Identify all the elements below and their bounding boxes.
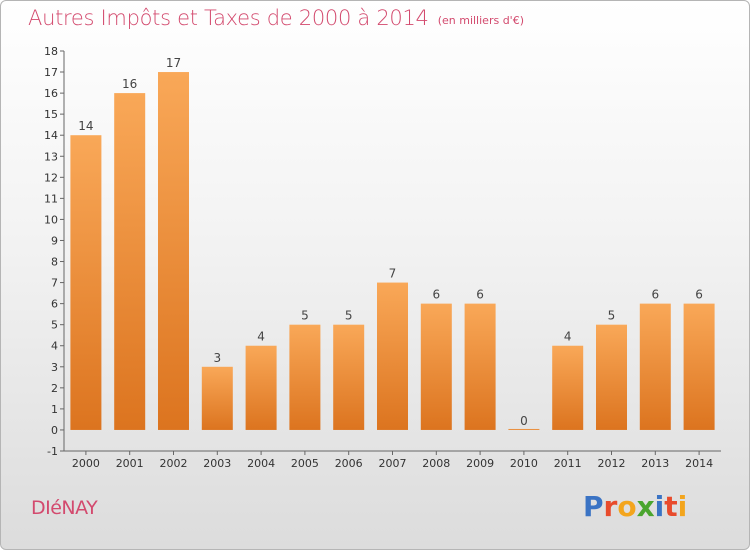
x-tick-label: 2005 (291, 457, 319, 470)
x-tick-label: 2011 (554, 457, 582, 470)
y-tick-label: 12 (44, 171, 58, 184)
logo-letter: t (664, 490, 678, 523)
data-label: 6 (476, 288, 484, 302)
y-tick-label: 7 (51, 277, 58, 290)
logo-letter: P (583, 490, 604, 523)
logo-letter: x (636, 490, 655, 523)
x-tick-label: 2013 (641, 457, 669, 470)
x-tick-label: 2010 (510, 457, 538, 470)
chart-title: Autres Impôts et Taxes de 2000 à 2014 (28, 6, 429, 30)
bar (552, 345, 584, 430)
x-tick-label: 2006 (335, 457, 363, 470)
data-label: 7 (389, 267, 397, 281)
y-tick-label: 4 (51, 340, 58, 353)
x-tick-label: 2009 (466, 457, 494, 470)
data-label: 6 (651, 288, 659, 302)
bar (114, 93, 146, 430)
bar (158, 72, 189, 430)
y-tick-label: 3 (51, 361, 58, 374)
logo-letter: o (617, 490, 637, 523)
bar (464, 303, 496, 430)
y-tick-label: 9 (51, 234, 58, 247)
y-tick-label: 6 (51, 298, 58, 311)
logo-letter: i (654, 490, 665, 523)
chart-subtitle: (en milliers d'€) (437, 14, 524, 27)
x-tick-label: 2002 (160, 457, 188, 470)
y-tick-label: 0 (51, 424, 58, 437)
bar (289, 324, 321, 430)
y-tick-label: 16 (44, 87, 58, 100)
bar (201, 366, 233, 430)
data-label: 16 (122, 77, 137, 91)
bar (377, 282, 408, 430)
bar (683, 303, 715, 430)
data-label: 3 (213, 351, 221, 365)
x-tick-label: 2014 (685, 457, 713, 470)
y-tick-label: 8 (51, 256, 58, 269)
y-tick-label: 14 (44, 129, 58, 142)
y-tick-label: 11 (44, 192, 58, 205)
bar (508, 428, 540, 430)
y-tick-label: 10 (44, 213, 58, 226)
bar-chart: -101234567891011121314151617181420001620… (44, 45, 721, 470)
y-tick-label: 17 (44, 66, 58, 79)
y-tick-label: 5 (51, 319, 58, 332)
data-label: 4 (564, 330, 572, 344)
proxiti-logo: Proxiti (583, 490, 687, 523)
y-tick-label: 13 (44, 150, 58, 163)
x-tick-label: 2000 (72, 457, 100, 470)
x-tick-label: 2012 (598, 457, 626, 470)
y-tick-label: 2 (51, 382, 58, 395)
x-tick-label: 2004 (247, 457, 275, 470)
bar (333, 324, 365, 430)
x-tick-label: 2001 (116, 457, 144, 470)
bar (245, 345, 277, 430)
bar (70, 135, 102, 430)
x-tick-label: 2008 (422, 457, 450, 470)
data-label: 0 (520, 414, 528, 428)
y-tick-label: -1 (47, 445, 58, 458)
y-tick-label: 1 (51, 403, 58, 416)
logo-letter: r (603, 490, 618, 523)
data-label: 6 (432, 288, 440, 302)
data-label: 6 (695, 288, 703, 302)
data-label: 5 (301, 309, 309, 323)
place-name: DIéNAY (31, 497, 98, 519)
x-tick-label: 2003 (203, 457, 231, 470)
x-tick-label: 2007 (379, 457, 407, 470)
data-label: 4 (257, 330, 265, 344)
bar (596, 324, 627, 430)
logo-letter: i (677, 490, 688, 523)
y-tick-label: 15 (44, 108, 58, 121)
y-tick-label: 18 (44, 45, 58, 58)
bar (420, 303, 452, 430)
bar (639, 303, 671, 430)
data-label: 5 (608, 309, 616, 323)
data-label: 5 (345, 309, 353, 323)
data-label: 17 (166, 56, 181, 70)
chart-title-row: Autres Impôts et Taxes de 2000 à 2014 (e… (28, 6, 524, 30)
data-label: 14 (78, 119, 93, 133)
